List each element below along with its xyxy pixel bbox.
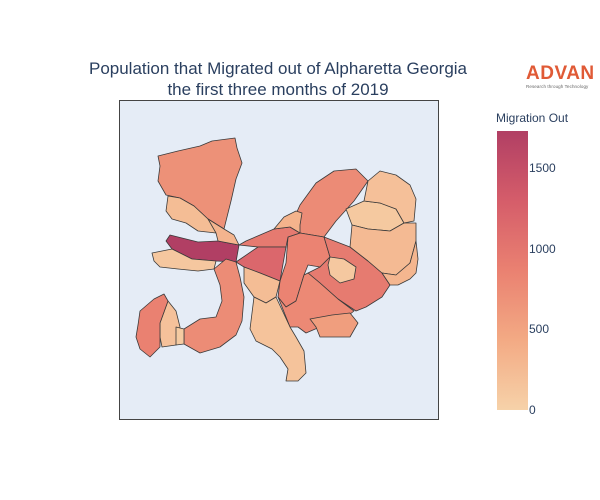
- map-frame[interactable]: [119, 100, 439, 420]
- colorbar: [497, 131, 528, 410]
- map-region-4[interactable]: [151, 248, 217, 272]
- chart-title-line-2: the first three months of 2019: [167, 80, 389, 99]
- map-region-7[interactable]: [175, 326, 185, 346]
- map-region-8[interactable]: [135, 293, 169, 358]
- map-region-20[interactable]: [309, 312, 359, 338]
- logo-wordmark: ADVAN: [526, 63, 595, 84]
- map-region-5[interactable]: [183, 258, 245, 354]
- colorbar-tick-label: 500: [529, 322, 550, 337]
- map-region-23[interactable]: [207, 218, 240, 246]
- map-region-15[interactable]: [363, 170, 417, 224]
- advan-logo: ADVAN Research through Technology: [526, 64, 598, 90]
- logo-tagline: Research through Technology: [526, 84, 589, 89]
- map-region-24[interactable]: [381, 240, 419, 286]
- choropleth-map[interactable]: [120, 101, 440, 421]
- map-region-22[interactable]: [273, 210, 303, 234]
- colorbar-tick-label: 1000: [529, 241, 556, 256]
- map-region-12[interactable]: [327, 256, 357, 284]
- map-region-2[interactable]: [157, 137, 243, 230]
- colorbar-title: Migration Out: [496, 111, 569, 125]
- colorbar-tick-label: 0: [529, 403, 536, 417]
- chart-title-line-1: Population that Migrated out of Alpharet…: [88, 59, 468, 78]
- colorbar-gradient: [497, 131, 528, 410]
- chart-title: Population that Migrated out of Alpharet…: [0, 58, 556, 100]
- colorbar-tick-label: 1500: [529, 161, 556, 176]
- map-region-21[interactable]: [249, 296, 307, 382]
